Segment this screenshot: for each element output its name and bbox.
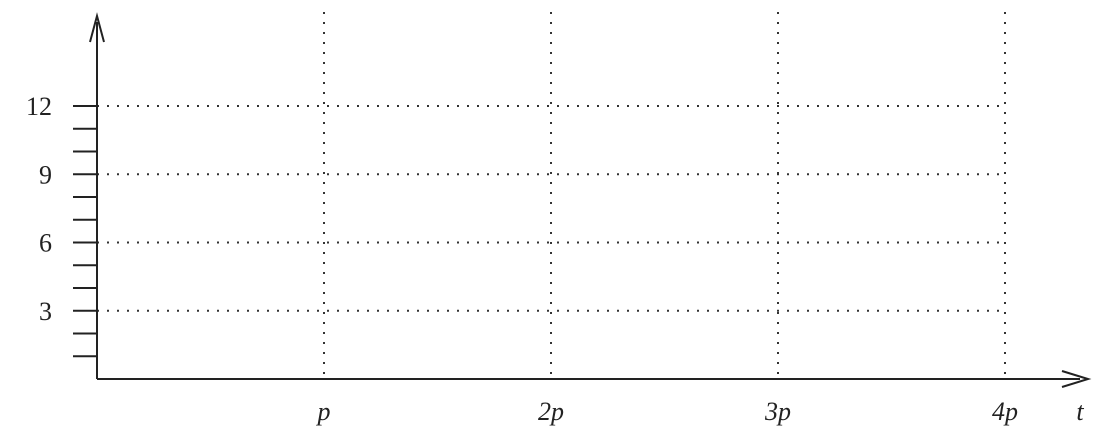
y-tick-label: 12 bbox=[26, 92, 52, 121]
x-axis-label: t bbox=[1076, 397, 1084, 426]
x-axis-arrow-icon bbox=[1061, 370, 1092, 388]
axes bbox=[89, 12, 1092, 388]
x-tick-label: p bbox=[316, 397, 331, 426]
y-axis-arrow-icon bbox=[89, 12, 105, 43]
x-tick-label: 3p bbox=[764, 397, 791, 426]
y-tick-label: 6 bbox=[39, 229, 52, 258]
y-tick-label: 3 bbox=[39, 297, 52, 326]
y-minor-ticks bbox=[73, 105, 97, 358]
tick-labels: 3 6 9 12 p 2p 3p 4p bbox=[26, 92, 1018, 426]
grid bbox=[97, 12, 1006, 379]
y-tick-label: 9 bbox=[39, 160, 52, 189]
x-tick-label: 4p bbox=[992, 397, 1018, 426]
x-tick-label: 2p bbox=[538, 397, 564, 426]
